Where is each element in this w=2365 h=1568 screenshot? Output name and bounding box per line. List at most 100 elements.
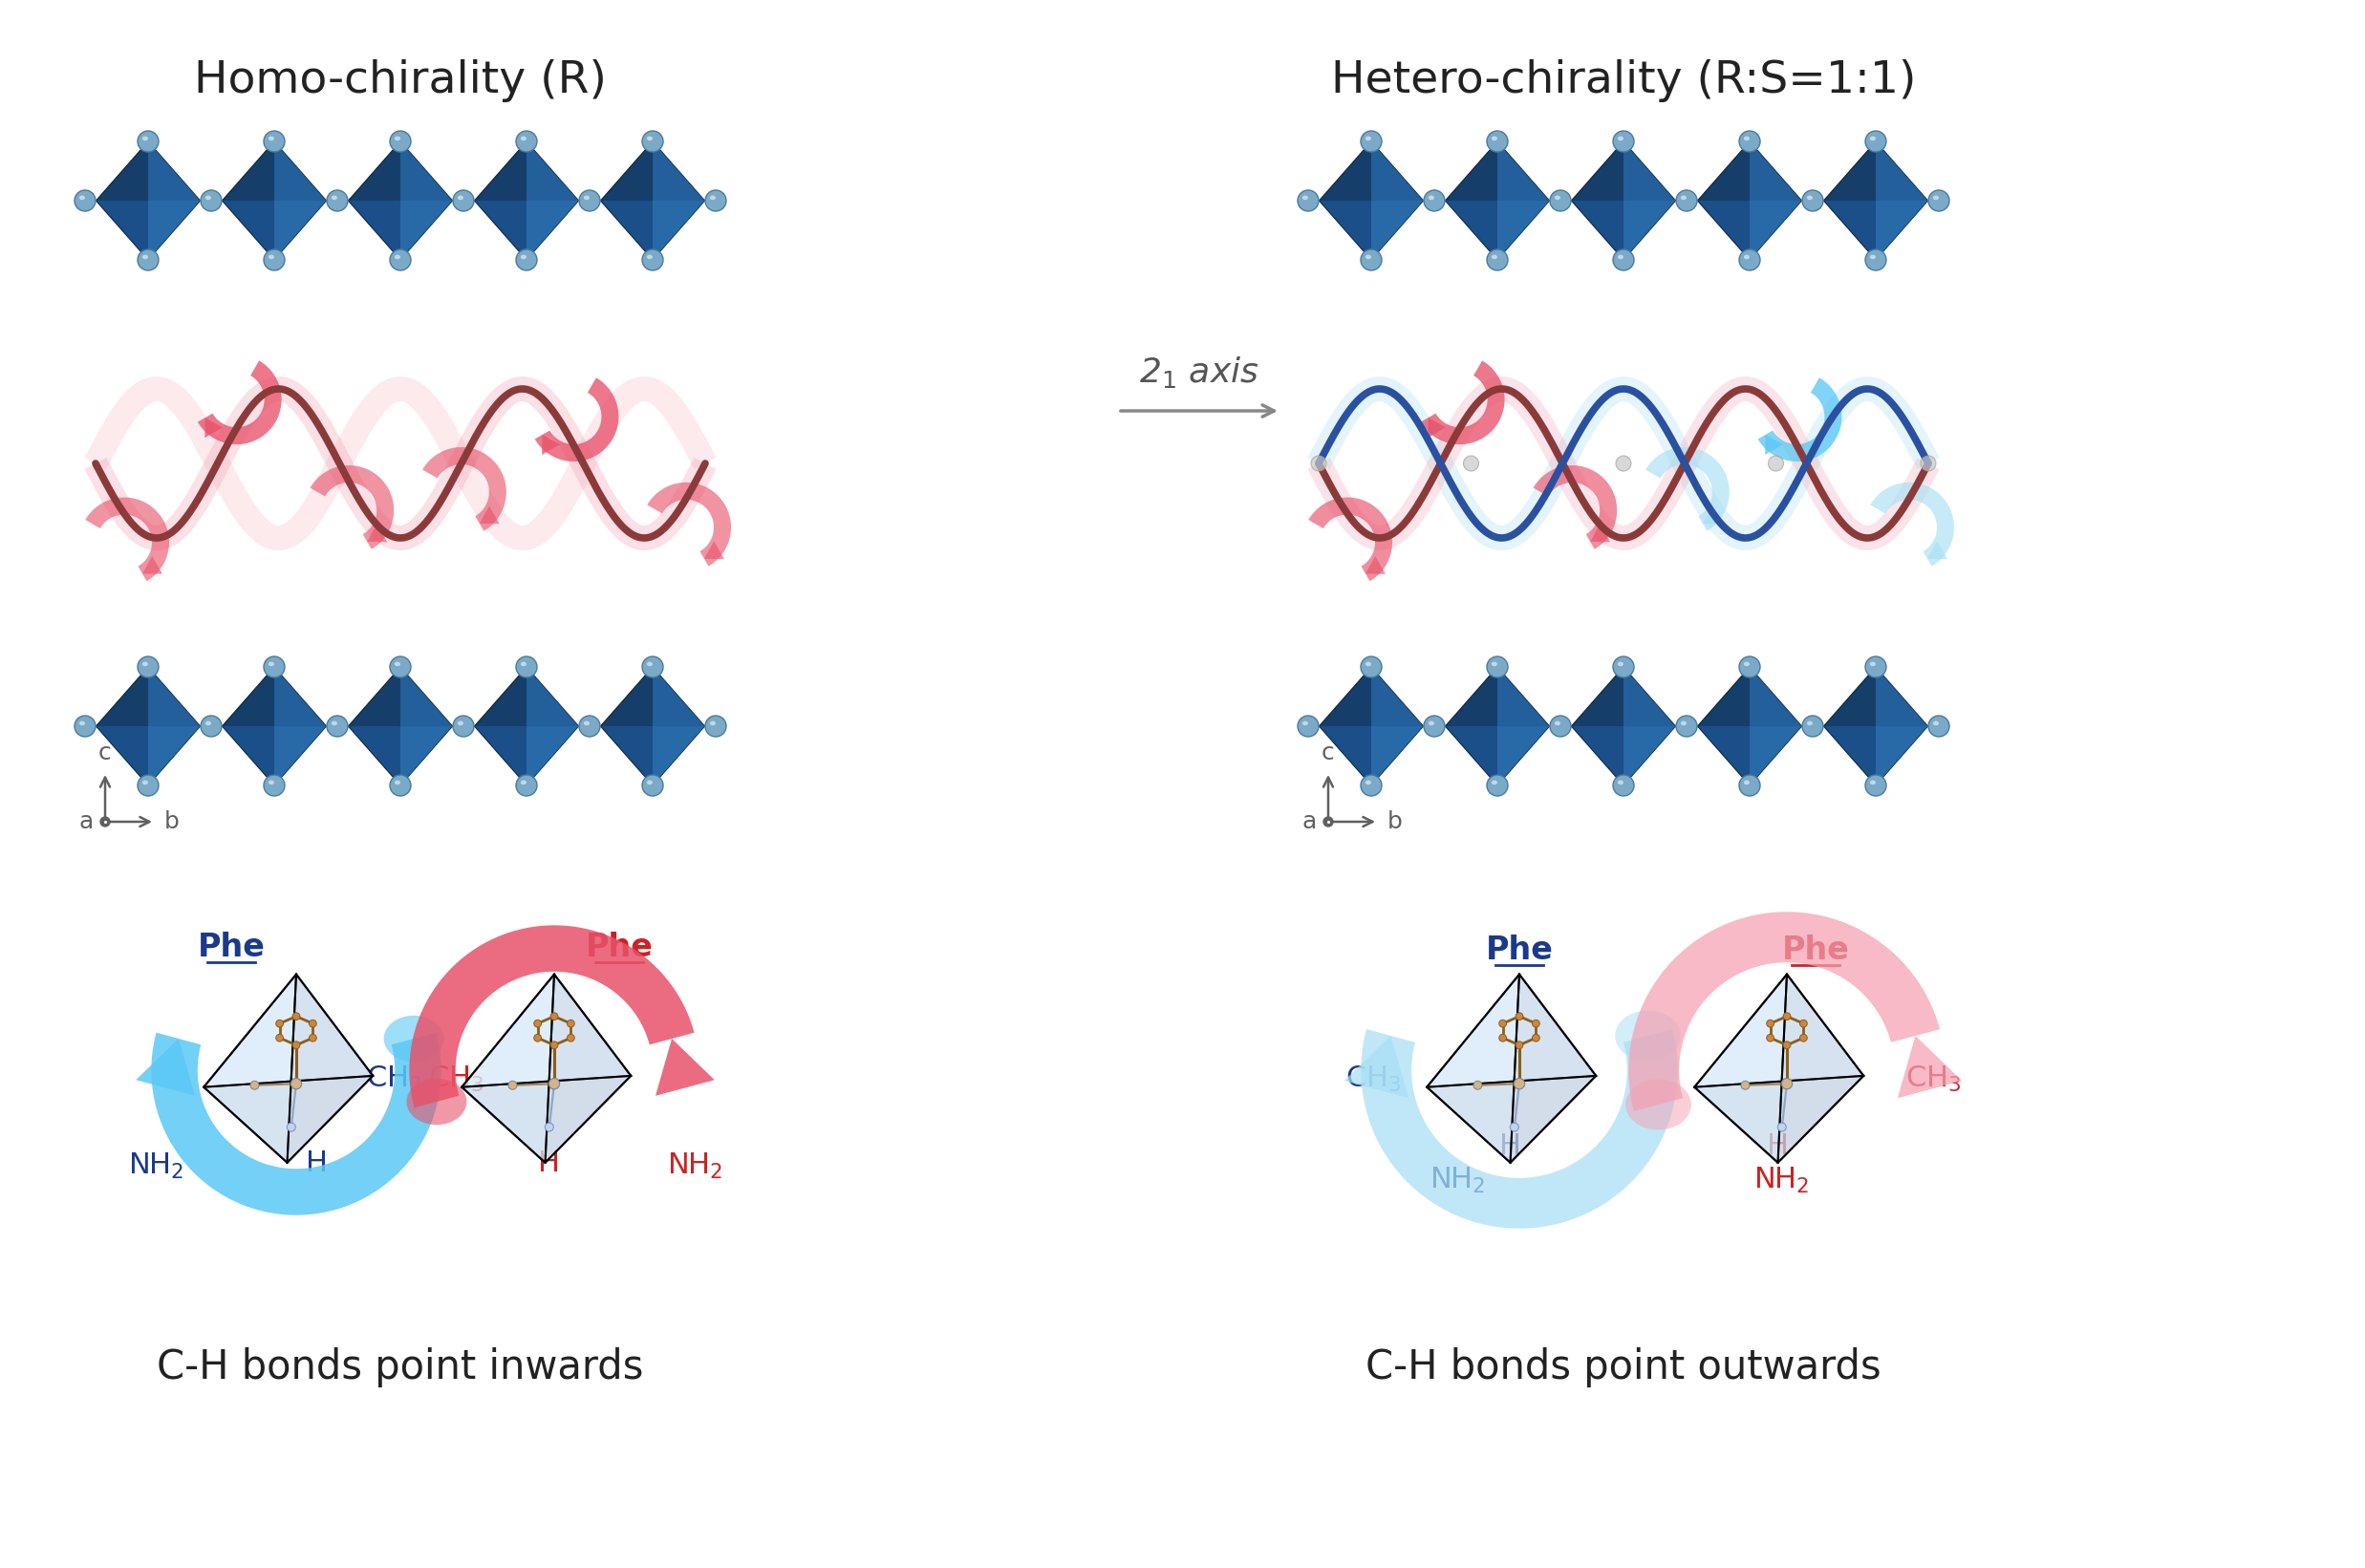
Ellipse shape: [267, 662, 274, 666]
Circle shape: [643, 657, 662, 677]
Polygon shape: [1533, 466, 1618, 549]
Ellipse shape: [520, 781, 527, 784]
Polygon shape: [1629, 913, 1939, 1112]
Polygon shape: [653, 201, 705, 260]
Polygon shape: [601, 666, 653, 726]
Polygon shape: [601, 666, 705, 786]
Polygon shape: [1320, 666, 1372, 726]
Polygon shape: [1622, 726, 1677, 786]
Circle shape: [454, 715, 473, 737]
Polygon shape: [542, 434, 561, 455]
Polygon shape: [1693, 974, 1788, 1162]
Polygon shape: [527, 141, 579, 201]
Text: CH$_3$: CH$_3$: [367, 1065, 421, 1094]
Polygon shape: [475, 141, 527, 201]
Circle shape: [1927, 190, 1949, 212]
Circle shape: [251, 1080, 258, 1090]
Circle shape: [568, 1019, 575, 1027]
Polygon shape: [1360, 1029, 1677, 1228]
Polygon shape: [274, 201, 326, 260]
Polygon shape: [653, 666, 705, 726]
Circle shape: [516, 249, 537, 270]
Ellipse shape: [1618, 136, 1622, 141]
Polygon shape: [348, 141, 400, 201]
Text: Phe: Phe: [1485, 935, 1554, 966]
Polygon shape: [222, 141, 274, 201]
Ellipse shape: [1932, 721, 1939, 726]
Ellipse shape: [1554, 721, 1561, 726]
Circle shape: [265, 775, 284, 797]
Ellipse shape: [78, 721, 85, 726]
Polygon shape: [527, 201, 579, 260]
Ellipse shape: [646, 781, 653, 784]
Ellipse shape: [710, 196, 717, 201]
Ellipse shape: [1303, 721, 1308, 726]
Ellipse shape: [1365, 662, 1372, 666]
Ellipse shape: [1871, 254, 1875, 259]
Polygon shape: [1757, 378, 1842, 461]
Polygon shape: [203, 1076, 374, 1162]
Ellipse shape: [646, 254, 653, 259]
Circle shape: [534, 1035, 542, 1041]
Circle shape: [1738, 249, 1760, 270]
Ellipse shape: [1365, 781, 1372, 784]
Circle shape: [1738, 657, 1760, 677]
Polygon shape: [461, 1076, 631, 1162]
Ellipse shape: [1871, 662, 1875, 666]
Polygon shape: [534, 378, 620, 461]
Text: H: H: [305, 1149, 326, 1178]
Polygon shape: [142, 557, 163, 574]
Polygon shape: [1622, 666, 1677, 726]
Polygon shape: [274, 726, 326, 786]
Circle shape: [1424, 190, 1445, 212]
Polygon shape: [423, 447, 506, 532]
Circle shape: [1324, 817, 1334, 826]
Circle shape: [643, 130, 662, 152]
Ellipse shape: [1932, 196, 1939, 201]
Polygon shape: [149, 201, 201, 260]
Polygon shape: [1426, 974, 1596, 1087]
Circle shape: [1866, 775, 1887, 797]
Polygon shape: [286, 974, 374, 1162]
Ellipse shape: [1743, 136, 1750, 141]
Polygon shape: [1750, 726, 1802, 786]
Ellipse shape: [1492, 781, 1497, 784]
Polygon shape: [705, 541, 724, 560]
Polygon shape: [222, 666, 326, 786]
Polygon shape: [348, 141, 452, 260]
Ellipse shape: [142, 662, 149, 666]
Circle shape: [1298, 190, 1320, 212]
Ellipse shape: [456, 721, 464, 726]
Circle shape: [1360, 249, 1381, 270]
Polygon shape: [400, 726, 452, 786]
Circle shape: [326, 715, 348, 737]
Polygon shape: [475, 141, 579, 260]
Ellipse shape: [520, 136, 527, 141]
Ellipse shape: [1807, 721, 1812, 726]
Polygon shape: [527, 726, 579, 786]
Ellipse shape: [1807, 196, 1812, 201]
Polygon shape: [367, 524, 388, 543]
Circle shape: [277, 1019, 284, 1027]
Text: b: b: [1388, 811, 1402, 833]
Circle shape: [265, 249, 284, 270]
Circle shape: [1769, 456, 1783, 470]
Ellipse shape: [1625, 1079, 1691, 1131]
Polygon shape: [653, 726, 705, 786]
Circle shape: [286, 1123, 296, 1132]
Ellipse shape: [710, 721, 717, 726]
Polygon shape: [1622, 201, 1677, 260]
Ellipse shape: [1743, 254, 1750, 259]
Polygon shape: [1570, 666, 1622, 726]
Circle shape: [310, 1019, 317, 1027]
Circle shape: [1499, 1035, 1507, 1041]
Circle shape: [1927, 715, 1949, 737]
Polygon shape: [97, 141, 149, 201]
Polygon shape: [1875, 201, 1927, 260]
Ellipse shape: [1428, 721, 1433, 726]
Circle shape: [1866, 130, 1887, 152]
Circle shape: [508, 1080, 518, 1090]
Circle shape: [1800, 1019, 1807, 1027]
Polygon shape: [1750, 666, 1802, 726]
Polygon shape: [1823, 141, 1875, 201]
